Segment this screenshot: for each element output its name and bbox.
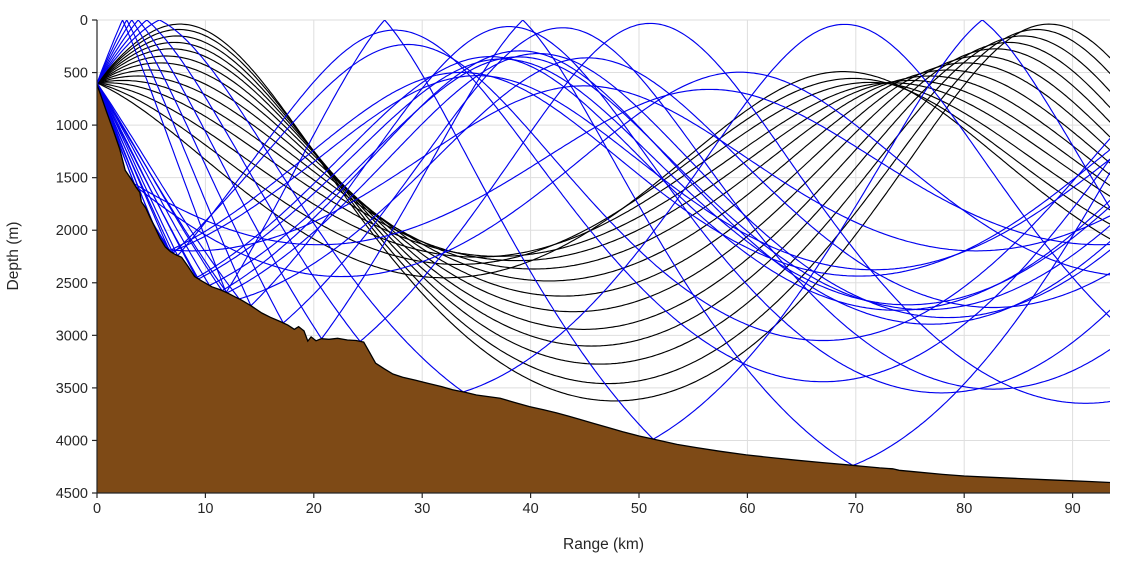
- reflected-ray: [97, 53, 1110, 319]
- y-tick-label: 3000: [56, 328, 88, 344]
- reflected-ray: [97, 56, 1110, 311]
- seafloor-edge: [96, 84, 1111, 484]
- x-tick-label: 40: [523, 501, 539, 517]
- reflected-ray: [97, 20, 1110, 393]
- refracted-ray: [97, 79, 1110, 262]
- y-tick-label: 2000: [56, 223, 88, 239]
- x-tick-label: 60: [739, 501, 755, 517]
- refracted-ray: [97, 48, 1110, 330]
- reflected-ray: [97, 20, 1110, 394]
- x-tick-label: 70: [848, 501, 864, 517]
- reflected-rays: [97, 20, 1110, 467]
- x-tick-label: 20: [306, 501, 322, 517]
- refracted-ray: [97, 75, 1110, 270]
- reflected-ray: [97, 58, 1110, 306]
- x-tick-label: 10: [197, 501, 213, 517]
- y-tick-label: 500: [64, 66, 88, 82]
- refracted-ray: [97, 41, 1110, 347]
- reflected-ray: [97, 29, 1110, 383]
- refracted-ray: [97, 71, 1110, 279]
- reflected-ray: [97, 82, 1110, 246]
- refracted-ray: [97, 77, 1110, 265]
- axes: [92, 19, 1110, 498]
- x-tick-label: 90: [1065, 501, 1081, 517]
- refracted-ray: [97, 81, 1110, 258]
- refracted-rays: [97, 23, 1110, 402]
- x-tick-label: 80: [956, 501, 972, 517]
- reflected-ray: [97, 20, 1110, 440]
- tick-labels: 0 10 20 30 40 50 60 70 80 90 0 500 1000 1500 2000 2500 3…: [56, 13, 1081, 517]
- refracted-ray: [97, 35, 1110, 365]
- x-tick-label: 30: [414, 501, 430, 517]
- reflected-ray: [97, 57, 1110, 309]
- y-tick-label: 0: [80, 13, 88, 29]
- y-tick-label: 3500: [56, 381, 88, 397]
- y-tick-label: 1000: [56, 118, 88, 134]
- y-tick-label: 2500: [56, 276, 88, 292]
- x-axis-label: Range (km): [563, 536, 644, 553]
- y-tick-label: 4500: [56, 486, 88, 502]
- refracted-ray: [97, 82, 1110, 257]
- y-axis-label: Depth (m): [5, 221, 22, 291]
- seafloor-fill: [97, 84, 1110, 493]
- reflected-ray: [97, 71, 1110, 278]
- reflected-ray: [97, 75, 1110, 271]
- reflected-ray: [97, 20, 1110, 404]
- reflected-ray: [97, 50, 1110, 325]
- reflected-ray: [97, 20, 1110, 467]
- reflected-ray: [97, 71, 1110, 277]
- y-tick-label: 1500: [56, 171, 88, 187]
- x-tick-label: 50: [631, 501, 647, 517]
- reflected-ray: [97, 20, 1110, 390]
- reflected-ray: [97, 82, 1110, 252]
- y-tick-label: 4000: [56, 433, 88, 449]
- refracted-ray: [97, 23, 1110, 402]
- x-tick-label: 0: [93, 501, 101, 517]
- refracted-ray: [97, 69, 1110, 282]
- reflected-ray: [97, 56, 1110, 311]
